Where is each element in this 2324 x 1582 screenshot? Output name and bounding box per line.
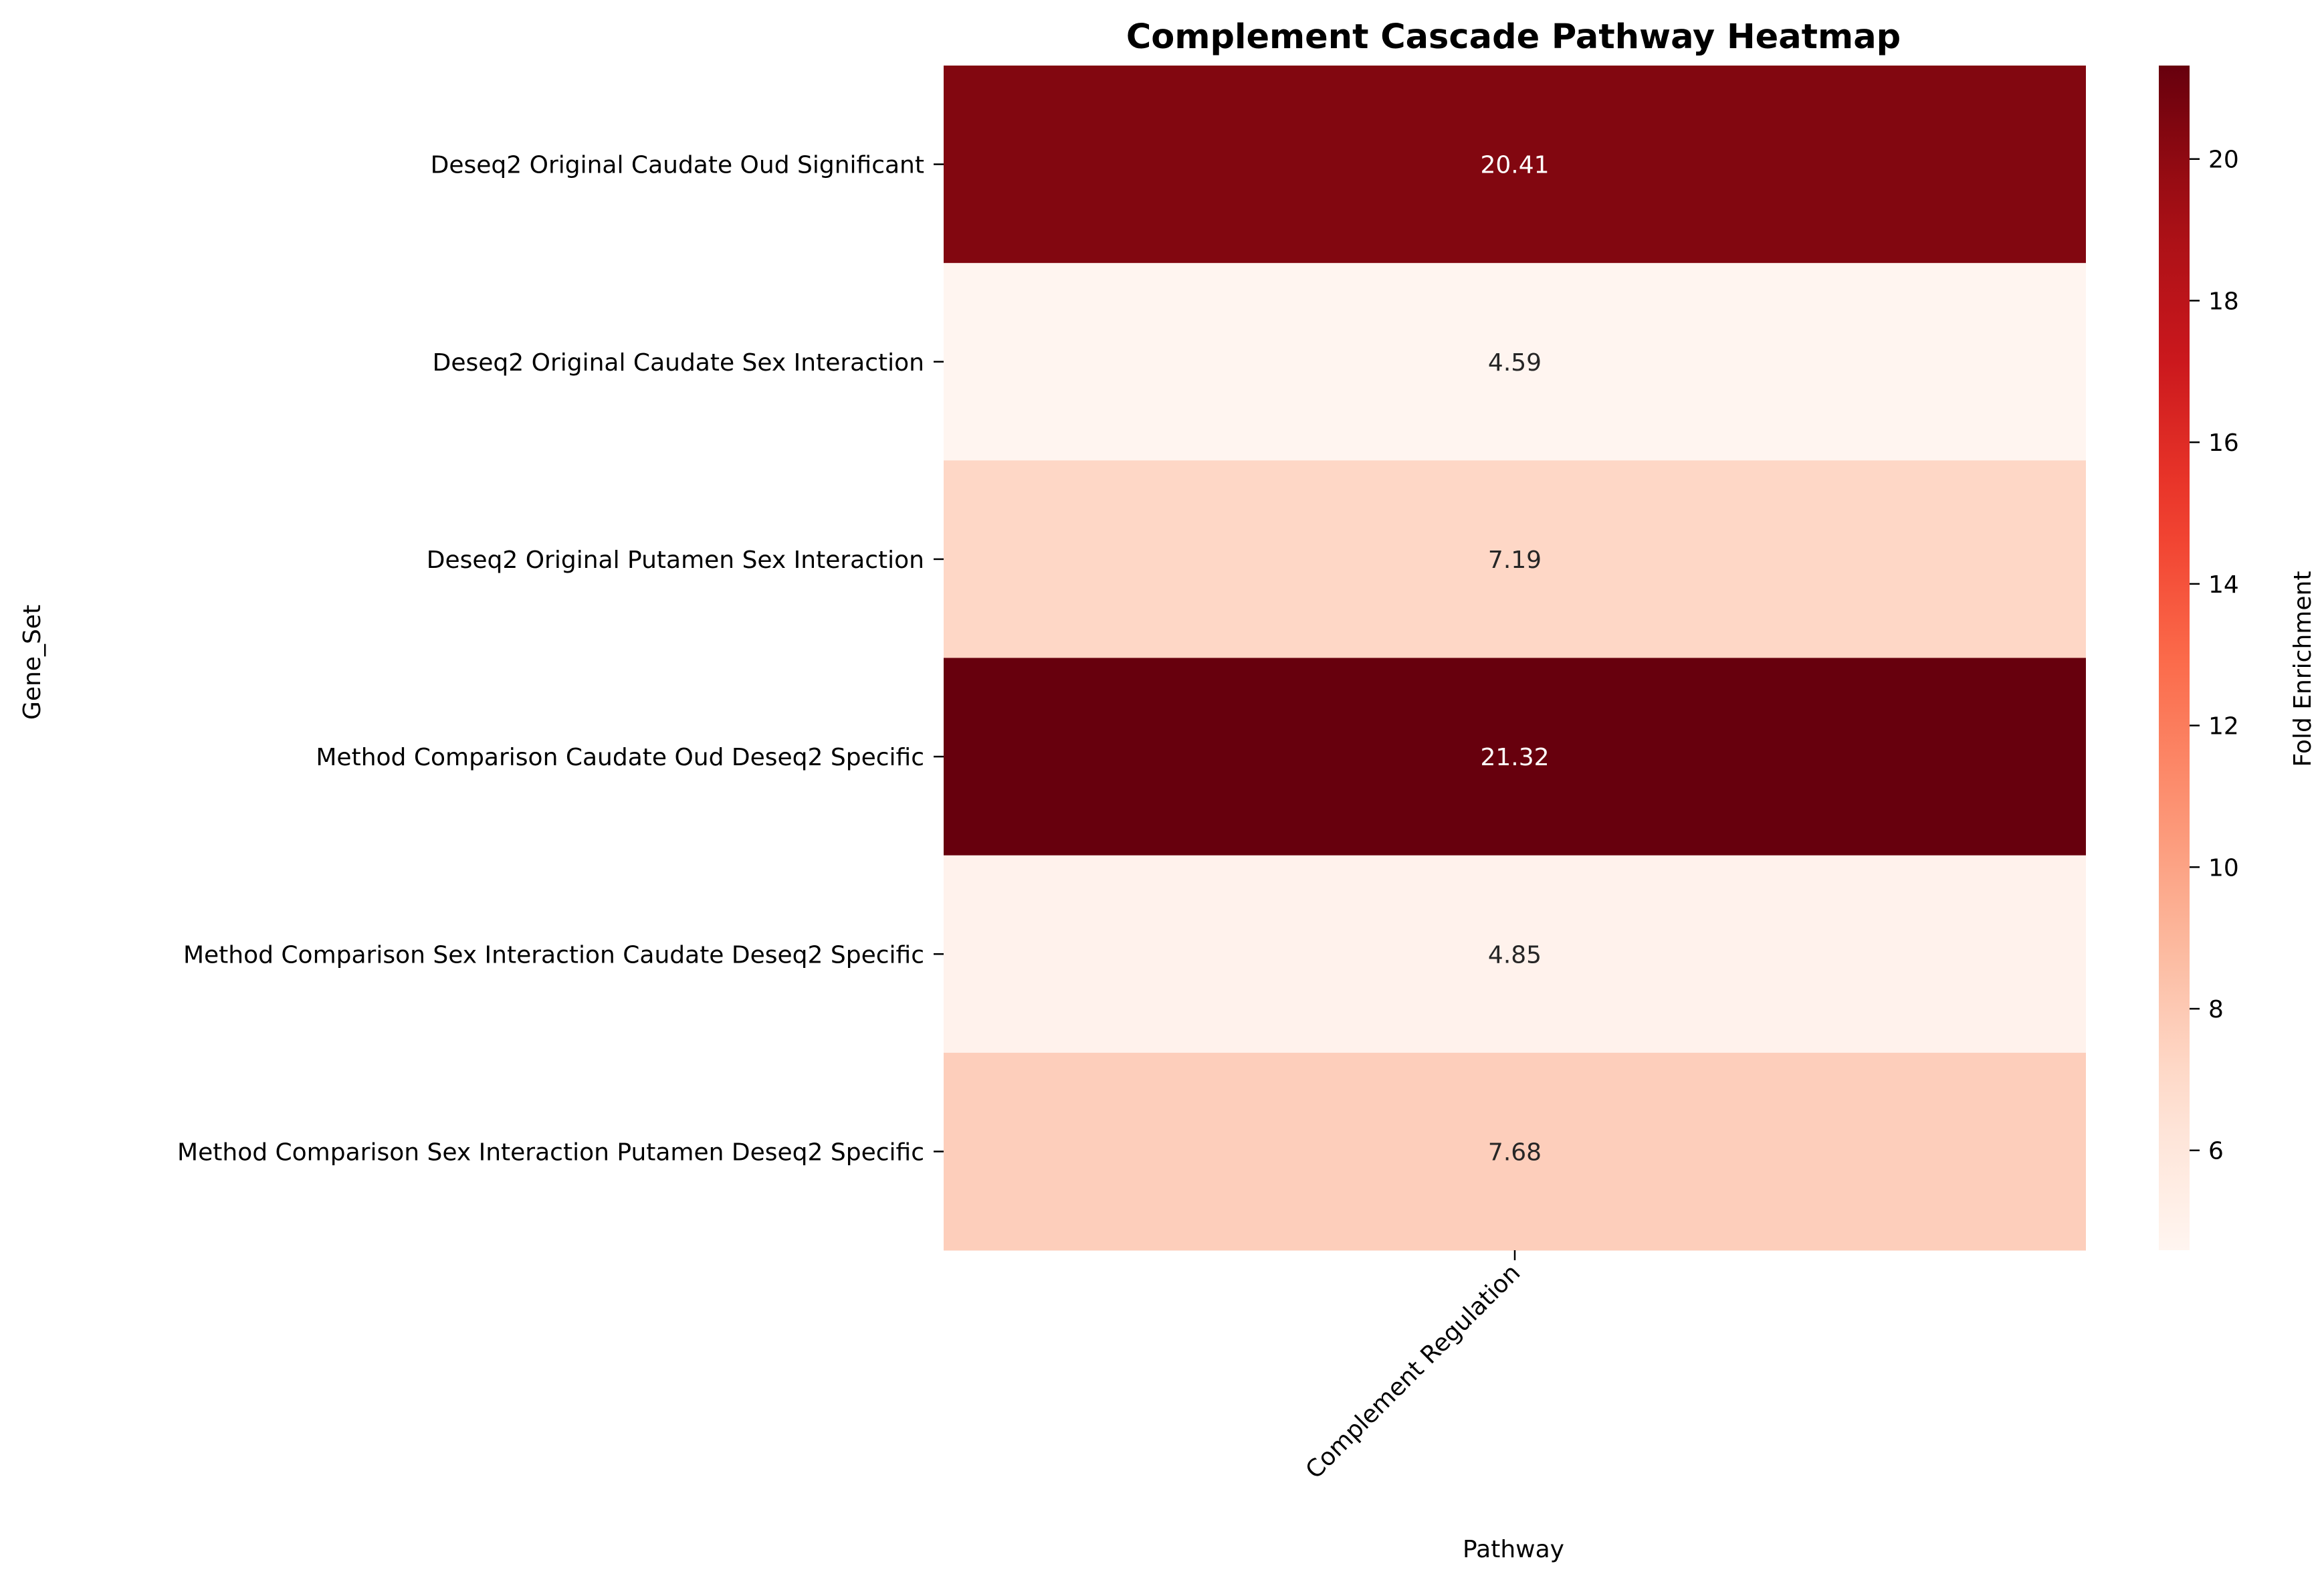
colorbar: 6 8 10 12 14 16 18 20 (2159, 66, 2239, 1250)
colorbar-gradient (2159, 66, 2190, 1250)
colorbar-tick-label: 18 (2208, 288, 2239, 315)
cell-value-label: 20.41 (1480, 152, 1549, 179)
heatmap-cells: 20.41 4.59 7.19 21.32 4.85 7.68 (944, 66, 2086, 1251)
x-axis: Complement Regulation (1301, 1250, 1526, 1484)
heatmap-cell (944, 66, 2086, 264)
y-tick-label: Deseq2 Original Putamen Sex Interaction (427, 547, 924, 574)
y-axis-label: Gene_Set (19, 605, 46, 720)
colorbar-tick-label: 8 (2208, 996, 2224, 1023)
colorbar-tick-label: 20 (2208, 146, 2239, 174)
y-tick-label: Deseq2 Original Caudate Oud Significant (431, 152, 924, 179)
heatmap-cell (944, 1052, 2086, 1251)
cell-value-label: 4.85 (1488, 941, 1542, 969)
heatmap-cell (944, 658, 2086, 856)
heatmap-cell (944, 263, 2086, 461)
heatmap-cell (944, 460, 2086, 658)
colorbar-tick-label: 6 (2208, 1138, 2224, 1165)
colorbar-tick-label: 12 (2208, 713, 2239, 740)
colorbar-tick-label: 14 (2208, 571, 2239, 599)
cell-value-label: 7.19 (1488, 547, 1542, 574)
y-axis: Deseq2 Original Caudate Oud Significant D… (177, 152, 944, 1166)
chart-title: Complement Cascade Pathway Heatmap (1126, 17, 1901, 57)
colorbar-tick-label: 10 (2208, 854, 2239, 882)
cell-value-label: 7.68 (1488, 1139, 1542, 1166)
x-tick-label: Complement Regulation (1301, 1259, 1526, 1484)
y-tick-label: Method Comparison Sex Interaction Caudat… (183, 941, 924, 969)
y-tick-label: Method Comparison Caudate Oud Deseq2 Spe… (316, 744, 924, 771)
y-tick-label: Deseq2 Original Caudate Sex Interaction (433, 349, 924, 377)
cell-value-label: 21.32 (1480, 744, 1549, 771)
colorbar-label: Fold Enrichment (2289, 571, 2317, 767)
colorbar-tick-label: 16 (2208, 429, 2239, 457)
y-tick-label: Method Comparison Sex Interaction Putame… (177, 1139, 924, 1166)
cell-value-label: 4.59 (1488, 349, 1542, 377)
x-axis-label: Pathway (1463, 1536, 1564, 1563)
heatmap-cell (944, 855, 2086, 1054)
